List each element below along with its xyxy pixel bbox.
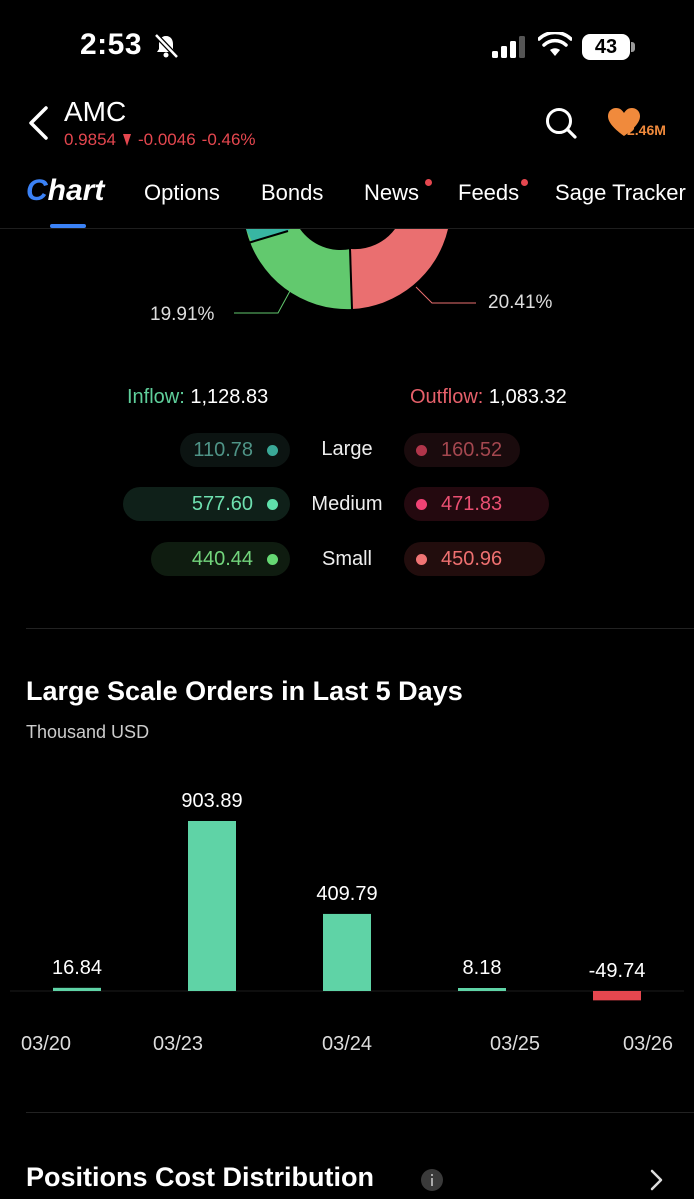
battery-cap: [631, 42, 635, 52]
outflow-medium-pill: 471.83: [404, 487, 549, 521]
outflow-medium-dot: [416, 498, 427, 510]
price-quote: 0.9854 -0.0046 -0.46%: [64, 130, 256, 150]
bar-03-24[interactable]: [323, 913, 371, 991]
inflow-medium-pill: 577.60: [123, 487, 290, 521]
last-price: 0.9854: [64, 130, 116, 149]
section-divider-2: [26, 1112, 694, 1113]
large-orders-bar-chart: 16.84 03/20 903.89 03/23 409.79 03/24 8.18 03/2…: [10, 790, 684, 1055]
tab-news[interactable]: News: [364, 180, 420, 205]
info-icon[interactable]: [420, 1168, 444, 1192]
back-chevron-icon[interactable]: [26, 104, 52, 142]
outflow-small-value: 450.96: [441, 547, 503, 570]
outflow-small-pill: 450.96: [404, 542, 545, 576]
bar-value-label: 409.79: [316, 883, 377, 905]
tabs-divider: [0, 228, 694, 229]
orders-unit-label: Thousand USD: [26, 722, 150, 742]
section-divider: [26, 628, 694, 629]
inflow-large-dot: [267, 444, 278, 456]
feeds-unread-dot: [521, 179, 528, 186]
inflow-small-value: 440.44: [191, 547, 253, 570]
outflow-small-dot: [416, 553, 427, 565]
status-time: 2:53: [80, 28, 143, 61]
ticker-symbol: AMC: [64, 96, 127, 127]
donut-label-outflow: 20.41%: [488, 292, 553, 313]
tab-bonds[interactable]: Bonds: [261, 180, 324, 205]
bar-value-label: 903.89: [181, 790, 242, 812]
tab-bar: Chart Options Bonds News Feeds Sage Trac…: [0, 170, 694, 228]
size-label-medium: Medium: [311, 493, 383, 515]
search-icon[interactable]: [544, 106, 578, 140]
inflow-medium-dot: [267, 498, 278, 510]
x-tick-label: 03/23: [153, 1033, 203, 1055]
bar-03-26[interactable]: [593, 991, 641, 1001]
size-label-small: Small: [321, 548, 372, 570]
x-tick-label: 03/25: [490, 1033, 540, 1055]
inflow-value: 1,128.83: [190, 386, 269, 408]
tab-sage-tracker[interactable]: Sage Tracker: [555, 180, 686, 205]
tab-options[interactable]: Options: [144, 180, 220, 205]
tab-feeds[interactable]: Feeds: [458, 180, 520, 205]
inflow-large-pill: 110.78: [180, 433, 290, 467]
outflow-large-value: 160.52: [441, 438, 503, 461]
outflow-label: Outflow:: [410, 386, 484, 408]
donut-segment-inflow-small: [246, 229, 352, 310]
watch-count: 2.46M: [627, 122, 666, 138]
wifi-icon: [538, 32, 572, 56]
positions-section-title: Positions Cost Distribution: [26, 1162, 374, 1192]
donut-segment-inflow-large: [246, 229, 290, 241]
outflow-summary: Outflow: 1,083.32: [410, 386, 567, 409]
bar-03-25[interactable]: [458, 988, 506, 991]
outflow-large-pill: 160.52: [404, 433, 520, 467]
bar-value-label: 16.84: [52, 957, 102, 979]
tab-chart[interactable]: Chart: [26, 174, 105, 207]
orders-section-title: Large Scale Orders in Last 5 Days: [26, 676, 463, 706]
bar-value-label: -49.74: [589, 960, 646, 982]
donut-label-inflow: 19.91%: [150, 304, 215, 325]
news-unread-dot: [425, 179, 432, 186]
bar-03-20[interactable]: [53, 987, 101, 991]
cellular-signal-icon: [492, 36, 525, 58]
outflow-value: 1,083.32: [488, 386, 567, 408]
battery-indicator: 43: [582, 34, 630, 60]
bell-slash-icon: [154, 33, 179, 59]
donut-segment-outflow: [351, 229, 448, 309]
inflow-large-value: 110.78: [193, 438, 253, 461]
down-triangle-icon: [123, 134, 131, 146]
watchlist-heart-icon[interactable]: [606, 106, 642, 138]
inflow-small-pill: 440.44: [151, 542, 290, 576]
inflow-summary: Inflow: 1,128.83: [127, 386, 268, 409]
outflow-large-dot: [416, 444, 427, 456]
x-tick-label: 03/26: [623, 1033, 673, 1055]
size-label-large: Large: [321, 438, 373, 460]
x-tick-label: 03/20: [21, 1033, 71, 1055]
chevron-right-icon[interactable]: [648, 1168, 664, 1192]
inflow-label: Inflow:: [127, 386, 185, 408]
capital-flow-donut: [234, 229, 476, 314]
bar-value-label: 8.18: [463, 957, 502, 979]
inflow-small-dot: [267, 553, 278, 565]
price-change: -0.0046: [138, 130, 196, 149]
active-tab-indicator: [50, 224, 86, 228]
price-change-pct: -0.46%: [201, 130, 256, 149]
bar-03-23[interactable]: [188, 821, 236, 991]
outflow-medium-value: 471.83: [441, 492, 503, 515]
inflow-medium-value: 577.60: [191, 492, 253, 515]
x-tick-label: 03/24: [322, 1033, 372, 1055]
